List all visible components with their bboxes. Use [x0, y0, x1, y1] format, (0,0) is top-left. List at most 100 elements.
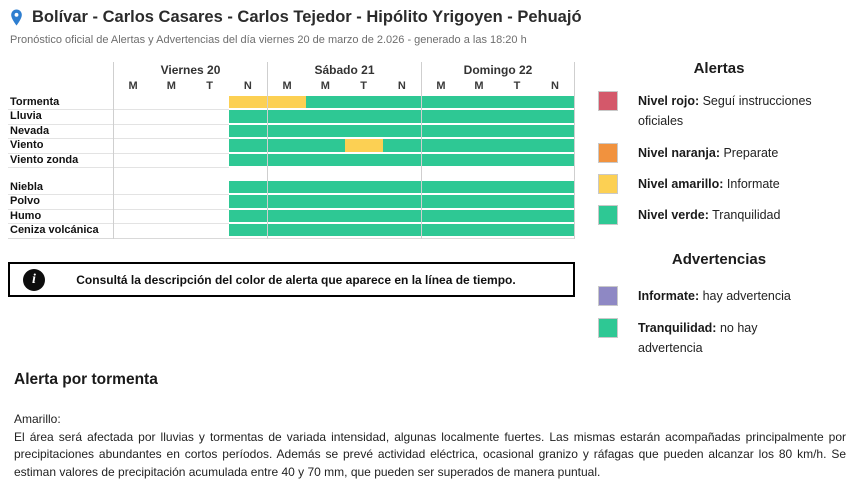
timeline-cell-green[interactable] [306, 180, 345, 195]
timeline-cell-green[interactable] [268, 124, 307, 139]
timeline-cell-green[interactable] [460, 224, 498, 239]
timeline-cell-yellow[interactable] [228, 96, 268, 110]
timeline-cell-green[interactable] [344, 224, 384, 239]
header-spacer [8, 79, 113, 96]
timeline-cell-green[interactable] [460, 139, 498, 153]
timeline-cell-green[interactable] [306, 209, 345, 224]
timeline-cell-green[interactable] [498, 209, 536, 224]
timeline-cell-green[interactable] [306, 224, 345, 239]
timeline-cell-green[interactable] [344, 209, 384, 224]
timeline-cell-green[interactable] [306, 195, 345, 209]
period-label: N [551, 80, 559, 92]
legend-item: Nivel naranja: Preparate [598, 143, 840, 163]
timeline-cell-green[interactable] [344, 124, 384, 139]
timeline-cell-green[interactable] [228, 139, 268, 153]
timeline-cell-green[interactable] [422, 124, 460, 139]
timeline-cell-green[interactable] [536, 180, 574, 195]
row-label: Viento [8, 139, 113, 154]
day-header-row: Viernes 20 Sábado 21 Domingo 22 [8, 62, 575, 79]
timeline-cell-green[interactable] [460, 153, 498, 168]
timeline-cell-green[interactable] [536, 139, 574, 153]
timeline-cell-green[interactable] [306, 110, 345, 124]
timeline-cell-green[interactable] [536, 209, 574, 224]
timeline-cell-green[interactable] [498, 110, 536, 124]
timeline-cell-green[interactable] [422, 195, 460, 209]
timeline-cell-yellow[interactable] [268, 96, 307, 110]
alert-detail-title: Alerta por tormenta [14, 371, 158, 388]
timeline-cell-green[interactable] [460, 180, 498, 195]
timeline-cell-green[interactable] [498, 195, 536, 209]
timeline-cell-green[interactable] [460, 124, 498, 139]
timeline-cell-green[interactable] [498, 96, 536, 110]
timeline-cell-green[interactable] [382, 153, 422, 168]
timeline-cell-green[interactable] [460, 195, 498, 209]
timeline-cell-green[interactable] [536, 195, 574, 209]
timeline-cell-green[interactable] [460, 110, 498, 124]
timeline-cell-green[interactable] [460, 209, 498, 224]
timeline-cell-green[interactable] [422, 180, 460, 195]
timeline-cell-green[interactable] [382, 224, 422, 239]
timeline-cell-green[interactable] [306, 124, 345, 139]
timeline-cell-green[interactable] [344, 96, 384, 110]
timeline-cell-green[interactable] [228, 110, 268, 124]
timeline-cell-green[interactable] [498, 224, 536, 239]
timeline-cell-green[interactable] [422, 153, 460, 168]
legend-item: Nivel verde: Tranquilidad [598, 205, 840, 225]
timeline-cell-green[interactable] [268, 110, 307, 124]
timeline-cell-green[interactable] [228, 124, 268, 139]
timeline-cell-green[interactable] [382, 96, 422, 110]
timeline-cell-green[interactable] [460, 96, 498, 110]
timeline-cell-empty [152, 195, 191, 210]
day-cells-group [267, 195, 422, 210]
timeline-cell-green[interactable] [268, 153, 307, 168]
timeline-cell-green[interactable] [422, 96, 460, 110]
timeline-cell-green[interactable] [344, 110, 384, 124]
timeline-cell-green[interactable] [382, 110, 422, 124]
day-cells-group [421, 167, 575, 181]
timeline-cell-green[interactable] [268, 224, 307, 239]
timeline-cell-green[interactable] [422, 139, 460, 153]
timeline-cell-green[interactable] [498, 139, 536, 153]
timeline-cell-green[interactable] [422, 209, 460, 224]
timeline-cell-green[interactable] [268, 209, 307, 224]
timeline-cell-empty [114, 110, 153, 125]
timeline-cell-green[interactable] [228, 224, 268, 239]
timeline-cell-green[interactable] [228, 195, 268, 209]
day-cells-group [421, 195, 575, 210]
timeline-cell-green[interactable] [536, 110, 574, 124]
timeline-cell-green[interactable] [228, 209, 268, 224]
timeline-cell-green[interactable] [498, 124, 536, 139]
timeline-cell-green[interactable] [268, 195, 307, 209]
timeline-cell-green[interactable] [344, 195, 384, 209]
timeline-cell-green[interactable] [228, 180, 268, 195]
timeline-cell-green[interactable] [536, 124, 574, 139]
timeline-cell-empty [229, 168, 267, 181]
timeline-cell-green[interactable] [306, 153, 345, 168]
timeline-cell-green[interactable] [536, 153, 574, 168]
timeline-cell-empty [190, 96, 229, 111]
timeline-cell-green[interactable] [536, 96, 574, 110]
timeline-cell-green[interactable] [422, 110, 460, 124]
timeline-cell-green[interactable] [306, 96, 345, 110]
day-cells-group [113, 224, 268, 239]
timeline-cell-green[interactable] [498, 180, 536, 195]
timeline-cell-yellow[interactable] [344, 139, 384, 153]
timeline-cell-green[interactable] [382, 209, 422, 224]
timeline-cell-green[interactable] [268, 139, 307, 153]
timeline-cell-green[interactable] [422, 224, 460, 239]
timeline-cell-green[interactable] [228, 153, 268, 168]
timeline-cell-green[interactable] [306, 139, 345, 153]
timeline-cell-green[interactable] [382, 124, 422, 139]
timeline-cell-empty [190, 154, 229, 168]
timeline-cell-green[interactable] [268, 180, 307, 195]
timeline-cell-green[interactable] [382, 195, 422, 209]
timeline-cell-green[interactable] [498, 153, 536, 168]
timeline-cell-green[interactable] [344, 153, 384, 168]
timeline-cell-green[interactable] [536, 224, 574, 239]
day-cells-group [267, 209, 422, 225]
timeline-cell-green[interactable] [344, 180, 384, 195]
timeline-cell-green[interactable] [382, 180, 422, 195]
timeline-cell-green[interactable] [382, 139, 422, 153]
row-label: Tormenta [8, 96, 113, 111]
